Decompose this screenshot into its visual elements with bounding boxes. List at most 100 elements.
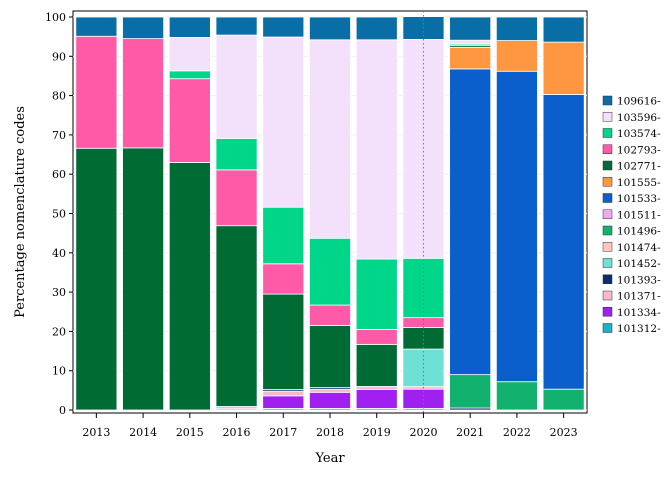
bar-segment-2013-102793 xyxy=(75,35,118,149)
bar-segment-2019-102793 xyxy=(355,329,398,345)
y-axis-title: Percentage nomenclature codes xyxy=(13,106,28,318)
y-tick-label-50: 50 xyxy=(52,208,66,221)
bar-segment-2014-102793 xyxy=(122,38,165,149)
bar-segment-2019-109616 xyxy=(355,16,398,41)
x-axis-title: Year xyxy=(314,451,345,466)
legend-label: 101474- xyxy=(617,242,661,254)
bar-stack-2013 xyxy=(75,16,118,411)
bar-segment-2018-101334 xyxy=(309,391,351,409)
bar-segment-2017-102771 xyxy=(262,293,305,390)
legend-item-109616: 109616- xyxy=(602,96,661,108)
bar-segment-2023-101533 xyxy=(542,94,585,390)
bar-segment-2022-109616 xyxy=(495,16,538,41)
legend-item-101511: 101511- xyxy=(602,209,661,221)
legend-item-101312: 101312- xyxy=(602,323,661,335)
bar-segment-2023-101496 xyxy=(542,388,585,411)
bar-stack-2017 xyxy=(262,16,305,411)
bar-stack-2023 xyxy=(542,16,585,411)
legend-label: 101496- xyxy=(617,226,661,238)
legend-label: 101393- xyxy=(617,274,661,286)
bar-segment-2022-101496 xyxy=(495,381,538,411)
legend-label: 101334- xyxy=(617,307,661,319)
x-tick-label-2022: 2022 xyxy=(503,426,531,439)
bar-segment-2017-103574 xyxy=(262,206,305,265)
legend-label: 102793- xyxy=(617,144,661,156)
legend-swatch xyxy=(602,290,613,301)
bar-segment-2021-101496 xyxy=(449,374,492,409)
legend-swatch xyxy=(602,258,613,268)
bar-segment-2021-103596 xyxy=(449,39,492,45)
legend-item-102793: 102793- xyxy=(602,144,661,156)
bar-stack-2016 xyxy=(215,16,258,411)
legend-label: 103596- xyxy=(617,112,661,124)
legend-swatch xyxy=(602,242,613,252)
bar-segment-2021-101555 xyxy=(449,46,492,70)
bar-stack-2018 xyxy=(309,16,351,411)
y-axis: 0 10 20 30 40 50 60 70 80 90 100 xyxy=(45,11,73,417)
bar-segment-2016-102793 xyxy=(215,169,258,227)
bar-segment-2015-109616 xyxy=(168,16,211,38)
y-tick-label-0: 0 xyxy=(59,404,66,417)
bar-segment-2019-103574 xyxy=(355,258,398,330)
y-tick-label-90: 90 xyxy=(52,50,66,63)
bar-segment-2022-101533 xyxy=(495,70,538,383)
legend-item-101533: 101533- xyxy=(602,193,661,205)
x-tick-label-2023: 2023 xyxy=(550,426,578,439)
bar-segment-2016-109616 xyxy=(215,16,258,36)
legend-swatch xyxy=(602,307,613,317)
legend-label: 101555- xyxy=(617,177,661,189)
bar-stack-2014 xyxy=(122,16,165,411)
legend-item-101555: 101555- xyxy=(602,177,661,189)
bar-segment-2015-102771 xyxy=(168,162,211,411)
bar-segment-2017-101334 xyxy=(262,395,305,409)
x-tick-label-2015: 2015 xyxy=(176,426,204,439)
legend-swatch xyxy=(602,225,613,236)
y-tick-label-70: 70 xyxy=(52,129,66,142)
legend-item-101393: 101393- xyxy=(602,274,661,286)
legend-item-102771: 102771- xyxy=(602,161,661,173)
bar-segment-2018-103574 xyxy=(309,237,351,306)
legend-swatch xyxy=(602,323,613,333)
bar-segment-2018-102771 xyxy=(309,325,351,388)
bar-stack-2019 xyxy=(355,16,398,411)
legend-swatch xyxy=(602,193,613,203)
y-tick-label-20: 20 xyxy=(52,325,66,338)
legend-swatch xyxy=(602,274,613,284)
bar-segment-2017-109616 xyxy=(262,16,305,38)
bar-segment-2019-101334 xyxy=(355,389,398,409)
bar-segment-2017-103596 xyxy=(262,36,305,208)
x-tick-label-2014: 2014 xyxy=(129,426,157,439)
bar-segment-2019-103596 xyxy=(355,39,398,260)
bar-stack-2015 xyxy=(168,16,211,411)
bar-segment-2013-102771 xyxy=(75,147,118,411)
y-tick-label-100: 100 xyxy=(45,11,66,24)
legend-item-101334: 101334- xyxy=(602,307,661,319)
bar-stack-2022 xyxy=(495,16,538,411)
bar-segment-2014-109616 xyxy=(122,16,165,40)
legend-item-101371: 101371- xyxy=(602,290,661,303)
bar-segment-2023-109616 xyxy=(542,16,585,43)
legend-label: 103574- xyxy=(617,128,661,140)
bar-segment-2015-103596 xyxy=(168,37,211,72)
x-tick-label-2016: 2016 xyxy=(223,426,251,439)
bar-segment-2016-102771 xyxy=(215,225,258,407)
bars xyxy=(75,16,585,411)
bar-segment-2014-102771 xyxy=(122,147,165,411)
bar-segment-2022-101555 xyxy=(495,40,538,72)
bar-segment-2018-103596 xyxy=(309,39,351,239)
bar-stack-2021 xyxy=(449,16,492,411)
legend-label: 101511- xyxy=(617,209,661,221)
legend-label: 101371- xyxy=(617,291,661,303)
legend-item-101452: 101452- xyxy=(602,258,661,270)
x-tick-label-2013: 2013 xyxy=(82,426,110,439)
y-tick-label-80: 80 xyxy=(52,90,66,103)
bar-segment-2017-102793 xyxy=(262,263,305,295)
bar-segment-2013-109616 xyxy=(75,16,118,37)
legend-label: 101312- xyxy=(617,323,661,335)
x-axis: 2013 2014 2015 2016 2017 2018 2019 2020 2021 2022… xyxy=(82,413,578,439)
legend-swatch xyxy=(602,144,613,154)
x-tick-label-2019: 2019 xyxy=(363,426,391,439)
legend-label: 109616- xyxy=(617,96,661,108)
y-tick-label-10: 10 xyxy=(52,365,66,378)
